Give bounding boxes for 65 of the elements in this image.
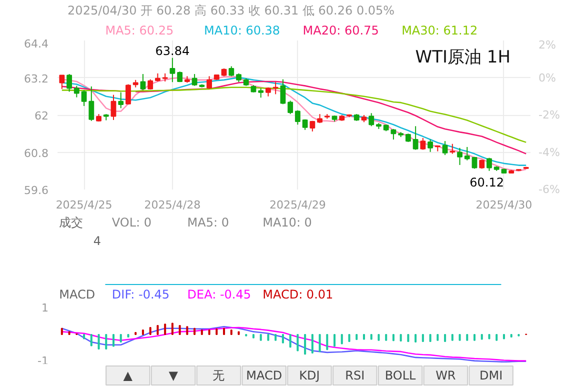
candlestick [81, 90, 87, 106]
candlestick [140, 74, 146, 91]
chart-subtitle: 2025/04/30 开 60.28 高 60.33 收 60.31 低 60.26 0.05% [68, 4, 395, 18]
text: ▼ [168, 368, 179, 382]
text: MACD: 0.01 [262, 288, 334, 302]
y-tick-label: 64.4 [24, 38, 49, 50]
x-tick-label: 2025/4/25 [56, 198, 112, 212]
candlestick [74, 85, 80, 98]
annotation: 60.12 [470, 175, 504, 190]
candlestick [294, 110, 300, 126]
candlestick [88, 86, 94, 122]
y-tick-label: 62 [34, 110, 49, 122]
candlestick [442, 140, 448, 156]
y-tick-label: 1 [42, 302, 48, 314]
candlestick [66, 74, 72, 92]
candlestick [368, 112, 374, 127]
candlestick [272, 82, 278, 95]
text: MA10: 60.38 [204, 24, 280, 38]
text: WR [436, 368, 456, 382]
text: DEA: -0.45 [187, 288, 251, 302]
candlestick [280, 78, 286, 105]
text: DMI [479, 368, 503, 382]
text: MA5: 0 [187, 216, 229, 230]
text: DIF: -0.45 [112, 288, 170, 302]
candlestick [420, 137, 426, 150]
candlestick [457, 147, 462, 166]
text: WTI原油 1H [415, 48, 511, 68]
x-tick-label: 2025/4/28 [144, 198, 201, 212]
y-tick-label: 59.6 [24, 184, 49, 197]
y-tick-label: 63.2 [24, 72, 49, 86]
candlestick [126, 84, 131, 105]
candlestick [450, 143, 456, 154]
candlestick [206, 76, 212, 90]
text: MA20: 60.75 [302, 24, 379, 38]
candlestick [317, 114, 322, 124]
text: MACD [246, 368, 282, 382]
x-tick-label: 2025/4/29 [269, 198, 326, 212]
candlestick [464, 146, 470, 161]
text: MA10: 0 [262, 216, 312, 230]
candlestick [59, 74, 65, 90]
candlestick [486, 157, 492, 172]
text: BOLL [384, 368, 416, 382]
candlestick [412, 126, 418, 150]
text: MA5: 60.25 [105, 24, 174, 38]
candlestick [192, 74, 198, 86]
text: 成交 [59, 216, 84, 230]
candlestick [390, 128, 396, 140]
annotation: 63.84 [155, 44, 190, 58]
text: 4 [93, 234, 102, 248]
chart-title: MACD [59, 288, 96, 302]
text: RSI [345, 368, 365, 382]
candlestick [288, 100, 294, 115]
text: ▲ [123, 368, 134, 382]
text: KDJ [299, 368, 320, 382]
candlestick [258, 88, 264, 98]
candlestick [428, 139, 434, 152]
text: VOL: 0 [112, 216, 152, 230]
x-tick-label: 2025/4/30 [476, 198, 532, 212]
candlestick [110, 94, 116, 120]
candlestick [118, 92, 124, 109]
y-tick-label: 60.8 [24, 146, 49, 160]
candlestick [266, 86, 271, 97]
candlestick [170, 57, 176, 83]
text: MA30: 61.12 [402, 24, 478, 38]
text: 无 [212, 368, 225, 382]
